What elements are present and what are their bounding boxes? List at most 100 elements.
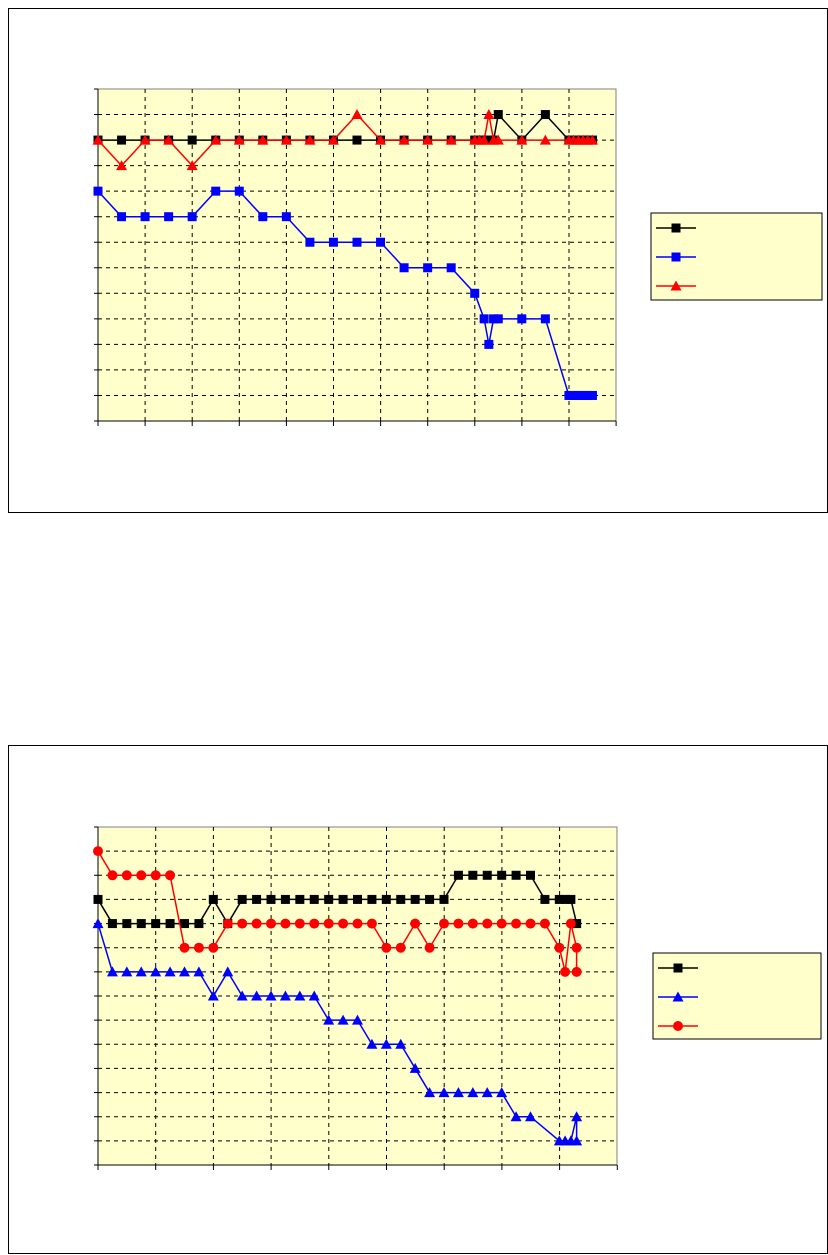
chart-2-series-3-point <box>309 918 320 929</box>
chart-2-series-1-point <box>136 919 146 929</box>
chart-1-series-3-point <box>422 134 434 145</box>
chart-2-series-3-point <box>280 918 291 929</box>
chart-2-series-2-point <box>135 966 147 977</box>
chart-2-series-1-point <box>295 894 305 904</box>
chart-1-series-2-point <box>489 314 499 324</box>
chart-1-series-2-point <box>446 263 456 273</box>
chart-1-series-2-point <box>569 390 579 400</box>
chart-1-series-3-point <box>375 134 387 145</box>
chart-2-series-3-point <box>366 918 377 929</box>
chart-1-series-3-point <box>233 134 245 145</box>
chart-2-series-1-point <box>252 894 262 904</box>
chart-2-series-1-point <box>280 894 290 904</box>
chart-2-series-3-point <box>93 846 103 857</box>
chart-1-series-3-point <box>210 134 222 145</box>
chart-2-series-1-point <box>453 870 463 880</box>
chart-2-series-3-point <box>323 918 334 929</box>
chart-2-series-2-point <box>121 966 133 977</box>
chart-2-series-2-point <box>323 1014 335 1025</box>
chart-1-series-3-point <box>516 134 528 145</box>
chart-2-series-1-point <box>439 894 449 904</box>
chart-2-series-1-point <box>367 894 377 904</box>
chart-1-series-3-point <box>257 134 269 145</box>
chart-1-series-2-point <box>573 390 583 400</box>
chart-2-series-1-point <box>526 870 535 880</box>
chart-2-series-3-point <box>136 870 147 881</box>
chart-2-legend-marker-1 <box>673 963 683 973</box>
chart-2-series-1-point <box>338 894 348 904</box>
chart-1-series-3-point <box>139 134 151 145</box>
chart-2-series-1-point <box>208 894 218 904</box>
chart-2-series-1-point <box>107 919 117 929</box>
chart-1-series-2-point <box>540 314 550 324</box>
chart-2-series-1-point <box>560 894 570 904</box>
chart-2-series-3-point <box>150 870 161 881</box>
chart-2-series-3-point <box>560 966 571 977</box>
chart-2-series-2-point <box>366 1038 378 1049</box>
chart-2-series-2-point <box>193 966 205 977</box>
chart-2-series-3-point <box>294 918 305 929</box>
chart-1-series-2-point <box>484 339 494 349</box>
chart-1-series-3-point <box>445 134 457 145</box>
chart-2-series-3-point <box>565 918 576 929</box>
chart-1-series-2-point <box>93 186 103 196</box>
chart-1-series-2-point <box>140 212 150 222</box>
chart-2-series-1-point <box>566 894 576 904</box>
chart-2-series-3-point <box>266 918 276 929</box>
chart-2-series-1-point <box>381 894 391 904</box>
chart-1-series-3-point <box>327 134 339 145</box>
chart-2-series-2-point <box>251 990 263 1001</box>
chart-2-series-1-point <box>410 894 420 904</box>
chart-1-series-3-point <box>280 134 292 145</box>
chart-1-legend-marker-3 <box>670 280 682 291</box>
chart-1-series-2-point <box>470 288 480 298</box>
chart-1-series-2-point <box>305 237 315 247</box>
chart-2-series-3-point <box>439 918 449 929</box>
chart-2-series-2-point <box>424 1087 436 1098</box>
chart-2-series-3-point <box>338 918 349 929</box>
chart-2-series-2-point <box>467 1087 479 1098</box>
chart-2-series-2-point <box>380 1038 392 1049</box>
chart-1-series-3-point <box>478 134 490 145</box>
chart-2-series-3-point <box>179 942 190 953</box>
chart-2-series-3-point <box>107 870 118 881</box>
chart-2-series-1-point <box>572 919 582 929</box>
chart-2-series-3-point <box>496 918 507 929</box>
chart-2-series-2-point <box>164 966 176 977</box>
chart-1-series-3-point <box>163 134 175 145</box>
chart-1-series-2-point <box>578 390 588 400</box>
chart-2-series-2-point <box>571 1135 583 1146</box>
chart-2-series-3-point <box>554 942 565 953</box>
chart-1-series-3-point <box>304 134 316 145</box>
chart-2-series-3-point <box>222 918 233 929</box>
chart-1-legend-marker-2 <box>671 252 681 262</box>
chart-1-series-1-point <box>187 135 197 145</box>
chart-1-series-2-point <box>517 314 527 324</box>
chart-1-series-2-point <box>376 237 386 247</box>
chart-2-series-1-point <box>497 870 507 880</box>
chart-1-series-2-point <box>587 390 597 400</box>
chart-2-series-3-point <box>381 942 392 953</box>
chart-2-series-2-point <box>265 990 277 1001</box>
chart-2-legend-marker-2 <box>672 991 684 1002</box>
chart-2-series-2-point <box>395 1038 407 1049</box>
chart-1-series-3-point <box>539 134 551 145</box>
chart-2-series-1-point <box>309 894 319 904</box>
chart-1-series-3-point <box>586 134 598 145</box>
chart-1-series-3-point <box>492 134 504 145</box>
chart-2-series-1-point <box>122 919 132 929</box>
chart-2-series-3-point <box>424 942 435 953</box>
chart-2-series-3-point <box>482 918 493 929</box>
chart-2-series-1-point <box>180 919 189 929</box>
chart-2-series-3-point <box>237 918 248 929</box>
chart-1-series-3-point <box>116 160 128 171</box>
chart-2-series-3-point <box>395 942 406 953</box>
chart-2-legend-marker-3 <box>673 1021 683 1031</box>
chart-1-series-2-point <box>281 212 291 222</box>
chart-2-series-1-point <box>396 894 406 904</box>
chart-1-series-2-point <box>564 390 574 400</box>
chart-2-series-2-point <box>106 966 118 977</box>
chart-1-series-2-point <box>258 212 268 222</box>
chart-2-series-3-point <box>511 918 522 929</box>
chart-1-series-2-point <box>211 186 221 196</box>
